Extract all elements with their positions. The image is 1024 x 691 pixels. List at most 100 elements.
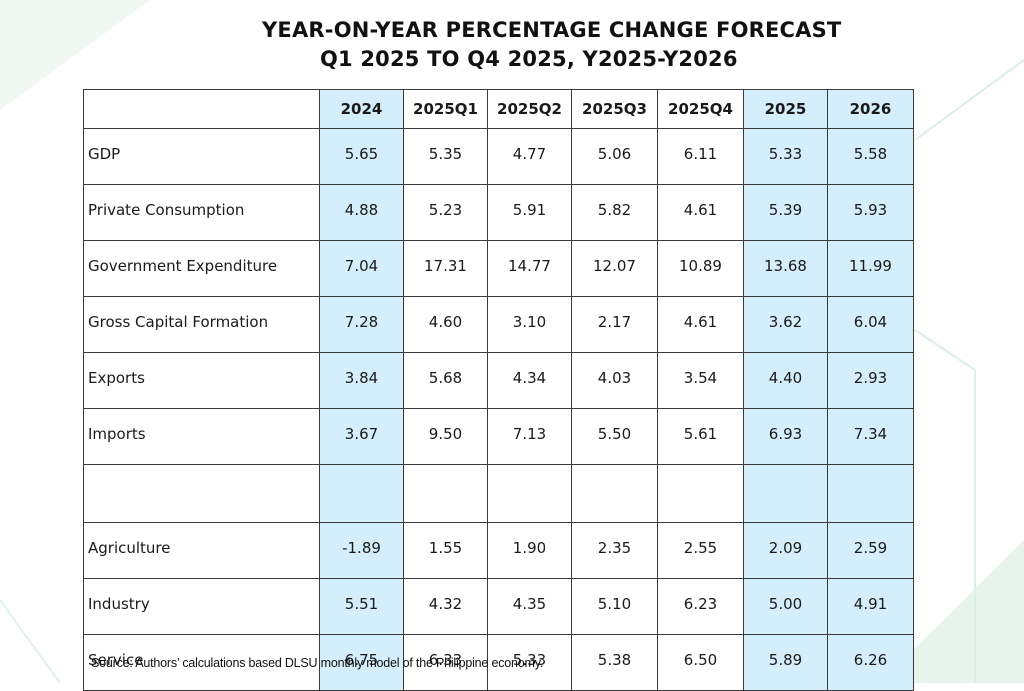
table-cell: 4.32 [403,578,488,635]
table-row [83,464,914,523]
table-row: Industry 5.51 4.32 4.35 5.10 6.23 5.00 4.91 [83,578,914,635]
column-header-2024: 2024 [319,89,404,129]
table-cell: 5.61 [657,408,744,465]
table-cell: 10.89 [657,240,744,297]
table-cell: 11.99 [827,240,914,297]
table-cell: 5.10 [571,578,658,635]
table-cell: 6.75 [319,634,404,691]
table-cell [657,464,744,523]
table-row: Service 6.75 6.33 5.33 5.38 6.50 5.89 6.26 [83,634,914,691]
table-cell [403,464,488,523]
source-note: Source: Authors’ calculations based DLSU… [91,656,544,670]
table-cell: 4.60 [403,296,488,353]
table-cell: 5.50 [571,408,658,465]
table-cell: 6.33 [403,634,488,691]
table-cell: 5.00 [743,578,828,635]
table-cell: 4.61 [657,296,744,353]
table-cell: 4.91 [827,578,914,635]
column-header-2025q3: 2025Q3 [571,89,658,129]
table-row: Government Expenditure 7.04 17.31 14.77 12.0… [83,240,914,297]
table-title: YEAR-ON-YEAR PERCENTAGE CHANGE FORECAST [262,18,842,42]
table-cell: 5.93 [827,184,914,241]
table-cell [827,464,914,523]
table-cell: 2.55 [657,522,744,579]
table-cell: 5.68 [403,352,488,409]
table-cell: 4.03 [571,352,658,409]
table-row: Gross Capital Formation 7.28 4.60 3.10 2.17 4… [83,296,914,353]
forecast-table: 2024 2025Q1 2025Q2 2025Q3 2025Q4 2025 20… [83,89,914,691]
row-label: Service [83,634,320,691]
table-cell: 6.04 [827,296,914,353]
column-header-2025: 2025 [743,89,828,129]
table-cell: 5.23 [403,184,488,241]
row-label: Private Consumption [83,184,320,241]
table-cell: 14.77 [487,240,572,297]
table-cell: 12.07 [571,240,658,297]
table-cell: 5.38 [571,634,658,691]
table-cell [487,464,572,523]
table-cell: -1.89 [319,522,404,579]
table-cell: 2.93 [827,352,914,409]
table-cell: 6.50 [657,634,744,691]
table-cell: 7.28 [319,296,404,353]
table-cell [319,464,404,523]
table-row: Private Consumption 4.88 5.23 5.91 5.82 4.61 5… [83,184,914,241]
column-header-2025q4: 2025Q4 [657,89,744,129]
table-cell: 5.33 [743,128,828,185]
table-cell: 3.62 [743,296,828,353]
header-row: 2024 2025Q1 2025Q2 2025Q3 2025Q4 2025 20… [83,89,914,129]
column-header-2026: 2026 [827,89,914,129]
table-cell: 6.23 [657,578,744,635]
table-cell: 5.65 [319,128,404,185]
table-cell: 2.35 [571,522,658,579]
table-cell: 2.59 [827,522,914,579]
table-cell: 4.35 [487,578,572,635]
table-cell: 5.89 [743,634,828,691]
table-cell [743,464,828,523]
table-cell: 5.33 [487,634,572,691]
table-cell: 5.35 [403,128,488,185]
table-cell: 3.84 [319,352,404,409]
table-cell: 3.54 [657,352,744,409]
table-cell: 5.51 [319,578,404,635]
row-label: Agriculture [83,522,320,579]
table-cell: 17.31 [403,240,488,297]
table-cell: 3.10 [487,296,572,353]
table-cell: 5.58 [827,128,914,185]
table-cell: 6.26 [827,634,914,691]
row-label: Government Expenditure [83,240,320,297]
table-row: Exports 3.84 5.68 4.34 4.03 3.54 4.40 2.93 [83,352,914,409]
table-cell: 9.50 [403,408,488,465]
column-header-2025q1: 2025Q1 [403,89,488,129]
table-subtitle: Q1 2025 TO Q4 2025, Y2025-Y2026 [320,47,738,71]
row-label: Industry [83,578,320,635]
table-row: Imports 3.67 9.50 7.13 5.50 5.61 6.93 7.34 [83,408,914,465]
row-label [83,464,320,523]
header-corner [83,89,320,129]
row-label: Gross Capital Formation [83,296,320,353]
table-row: GDP 5.65 5.35 4.77 5.06 6.11 5.33 5.58 [83,128,914,185]
table-cell: 13.68 [743,240,828,297]
table-cell: 7.34 [827,408,914,465]
table-cell: 4.77 [487,128,572,185]
table-cell: 4.88 [319,184,404,241]
table-cell: 6.93 [743,408,828,465]
table-cell: 2.09 [743,522,828,579]
table-row: Agriculture -1.89 1.55 1.90 2.35 2.55 2.09 2.59 [83,522,914,579]
table-cell: 1.55 [403,522,488,579]
table-cell: 5.39 [743,184,828,241]
table-cell: 7.13 [487,408,572,465]
table-cell: 1.90 [487,522,572,579]
table-cell: 5.82 [571,184,658,241]
table-cell: 4.61 [657,184,744,241]
row-label: Exports [83,352,320,409]
table-cell: 6.11 [657,128,744,185]
row-label: Imports [83,408,320,465]
table-cell [571,464,658,523]
column-header-2025q2: 2025Q2 [487,89,572,129]
table-cell: 5.06 [571,128,658,185]
table-cell: 4.34 [487,352,572,409]
table-cell: 7.04 [319,240,404,297]
table-cell: 3.67 [319,408,404,465]
